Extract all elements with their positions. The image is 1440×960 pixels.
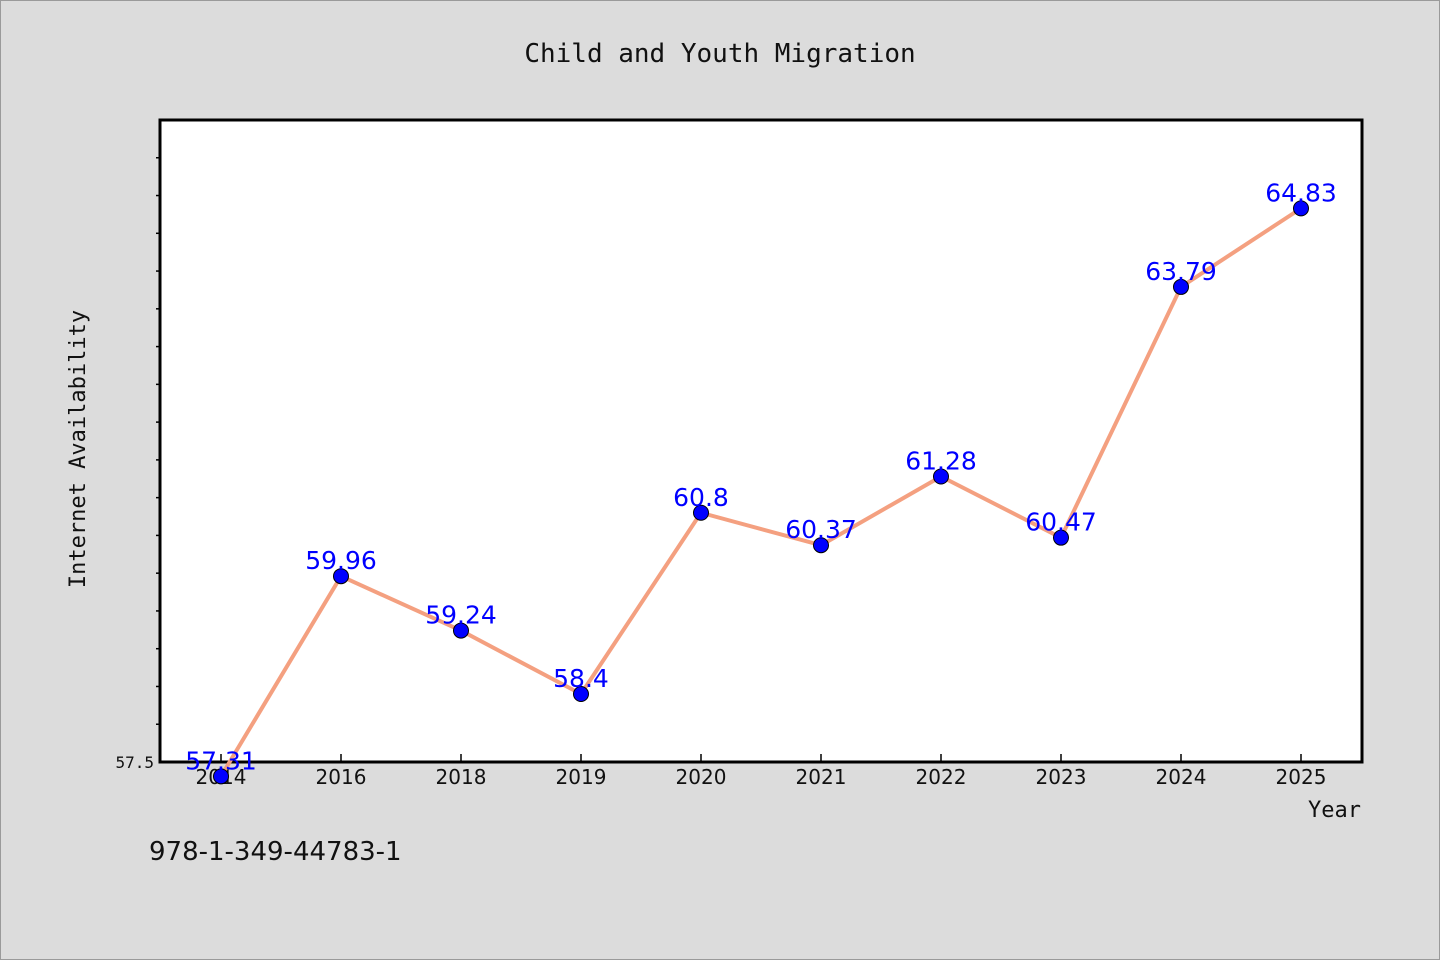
- data-label: 60.47: [1025, 508, 1097, 537]
- y-tick-label: 57.5: [115, 753, 154, 772]
- data-point: [573, 686, 589, 703]
- data-point: [333, 568, 349, 585]
- data-point: [213, 768, 229, 785]
- data-label: 57.31: [185, 746, 257, 775]
- data-label: 59.96: [305, 546, 377, 575]
- data-label: 63.79: [1145, 257, 1217, 286]
- data-label: 59.24: [425, 601, 497, 630]
- data-label: 60.8: [673, 483, 729, 512]
- data-point: [453, 622, 469, 639]
- x-tick-label: 2025: [1276, 765, 1327, 789]
- x-tick-label: 2024: [1156, 765, 1207, 789]
- y-axis-ticks: [156, 157, 160, 725]
- series-line: [219, 206, 1303, 778]
- data-label: 58.4: [553, 664, 609, 693]
- data-markers: [213, 200, 1309, 785]
- x-tick-label: 2020: [676, 765, 727, 789]
- chart-title: Child and Youth Migration: [524, 39, 915, 69]
- data-point: [693, 504, 709, 521]
- plot-area: [158, 118, 1364, 764]
- x-tick-label: 2018: [436, 765, 487, 789]
- data-label: 64.83: [1265, 178, 1337, 207]
- x-axis-title: Year: [1308, 798, 1361, 823]
- data-label: 60.37: [785, 515, 857, 544]
- x-axis-ticks: [220, 754, 1302, 762]
- data-point: [1293, 200, 1309, 217]
- y-axis-title: Internet Availability: [66, 310, 91, 588]
- x-tick-label: 2019: [556, 765, 607, 789]
- data-point: [1053, 529, 1069, 546]
- footer-code: 978-1-349-44783-1: [149, 837, 402, 867]
- x-tick-label: 2023: [1036, 765, 1087, 789]
- x-tick-label: 2022: [916, 765, 967, 789]
- x-axis-tick-labels: 2014201620182019202020212022202320242025: [196, 765, 1327, 789]
- data-label: 61.28: [905, 446, 977, 475]
- data-point: [1173, 278, 1189, 295]
- data-point: [933, 468, 949, 485]
- x-tick-label: 2021: [796, 765, 847, 789]
- x-tick-label: 2016: [316, 765, 367, 789]
- data-point: [813, 537, 829, 554]
- y-axis-tick-labels: 57.5: [115, 753, 154, 772]
- data-labels: 57.31 59.96 59.24 58.4 60.8 60.37 61.28 60.47 63…: [185, 178, 1337, 775]
